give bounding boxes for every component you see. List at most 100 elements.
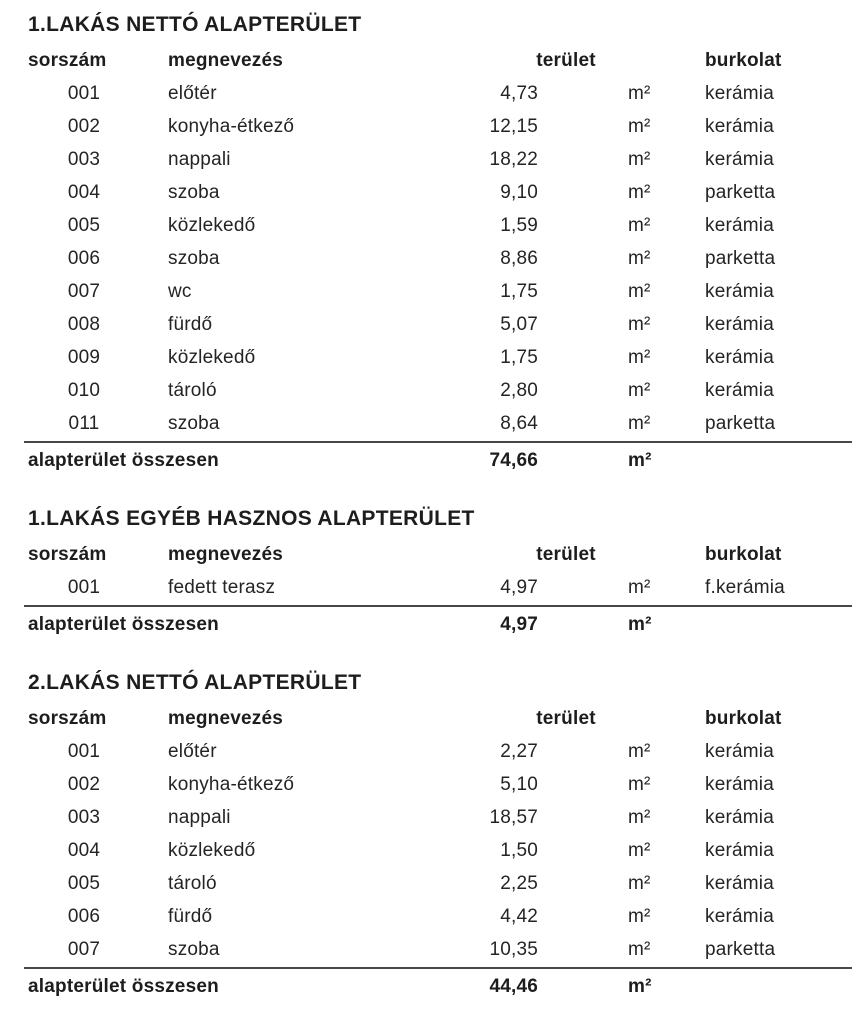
total-label: alapterület összesen	[28, 976, 219, 997]
cell-unit: m²	[628, 740, 651, 762]
cell-megnevezes: szoba	[168, 938, 220, 960]
table-row: 001 fedett terasz 4,97 m² f.kerámia	[0, 571, 865, 604]
table-header-row: sorszám megnevezés terület burkolat	[0, 702, 865, 735]
column-header-megnevezes: megnevezés	[168, 49, 284, 71]
total-area-value: 4,97	[500, 614, 538, 635]
column-header-burkolat: burkolat	[705, 49, 782, 71]
total-area-unit: m²	[628, 614, 652, 635]
cell-sorszam: 002	[67, 773, 101, 795]
total-divider-line	[24, 967, 852, 969]
cell-terulet: 2,25	[500, 872, 538, 894]
table-row: 001 előtér 2,27 m² kerámia	[0, 735, 865, 768]
area-table-section: 1.LAKÁS EGYÉB HASZNOS ALAPTERÜLET sorszá…	[0, 506, 865, 642]
table-header-row: sorszám megnevezés terület burkolat	[0, 538, 865, 571]
cell-megnevezes: előtér	[168, 740, 217, 762]
cell-terulet: 18,22	[489, 148, 538, 170]
table-row: 006 szoba 8,86 m² parketta	[0, 242, 865, 275]
table-body: 001 előtér 4,73 m² kerámia 002 konyha-ét…	[0, 77, 865, 440]
cell-burkolat: kerámia	[705, 905, 774, 927]
cell-burkolat: kerámia	[705, 280, 774, 302]
cell-megnevezes: nappali	[168, 806, 231, 828]
cell-burkolat: kerámia	[705, 82, 774, 104]
cell-sorszam: 002	[67, 115, 101, 137]
area-table-section: 1.LAKÁS NETTÓ ALAPTERÜLET sorszám megnev…	[0, 12, 865, 478]
cell-burkolat: kerámia	[705, 379, 774, 401]
cell-terulet: 8,86	[500, 247, 538, 269]
table-row: 011 szoba 8,64 m² parketta	[0, 407, 865, 440]
column-header-terulet: terület	[536, 707, 596, 729]
cell-terulet: 8,64	[500, 412, 538, 434]
cell-unit: m²	[628, 181, 651, 203]
table-total-row: alapterület összesen 44,46 m²	[0, 970, 865, 1004]
cell-sorszam: 006	[67, 247, 101, 269]
table-row: 002 konyha-étkező 5,10 m² kerámia	[0, 768, 865, 801]
cell-terulet: 2,80	[500, 379, 538, 401]
cell-megnevezes: közlekedő	[168, 214, 256, 236]
cell-sorszam: 007	[67, 938, 101, 960]
cell-burkolat: kerámia	[705, 313, 774, 335]
cell-sorszam: 005	[67, 872, 101, 894]
column-header-megnevezes: megnevezés	[168, 543, 284, 565]
area-table-section: 2.LAKÁS NETTÓ ALAPTERÜLET sorszám megnev…	[0, 670, 865, 1004]
cell-unit: m²	[628, 412, 651, 434]
cell-terulet: 12,15	[489, 115, 538, 137]
cell-sorszam: 001	[67, 82, 101, 104]
cell-unit: m²	[628, 872, 651, 894]
cell-burkolat: kerámia	[705, 148, 774, 170]
column-header-sorszam: sorszám	[28, 707, 107, 729]
cell-unit: m²	[628, 806, 651, 828]
table-row: 002 konyha-étkező 12,15 m² kerámia	[0, 110, 865, 143]
cell-sorszam: 004	[67, 181, 101, 203]
cell-sorszam: 007	[67, 280, 101, 302]
cell-terulet: 9,10	[500, 181, 538, 203]
column-header-burkolat: burkolat	[705, 707, 782, 729]
cell-terulet: 1,75	[500, 280, 538, 302]
cell-burkolat: parketta	[705, 412, 776, 434]
cell-megnevezes: közlekedő	[168, 346, 256, 368]
cell-burkolat: kerámia	[705, 740, 774, 762]
cell-unit: m²	[628, 938, 651, 960]
total-divider-line	[24, 605, 852, 607]
cell-terulet: 4,73	[500, 82, 538, 104]
cell-megnevezes: fedett terasz	[168, 576, 276, 598]
cell-sorszam: 010	[67, 379, 101, 401]
cell-megnevezes: szoba	[168, 247, 220, 269]
cell-burkolat: parketta	[705, 938, 776, 960]
cell-terulet: 18,57	[489, 806, 538, 828]
cell-unit: m²	[628, 247, 651, 269]
sections-container: 1.LAKÁS NETTÓ ALAPTERÜLET sorszám megnev…	[0, 12, 865, 1004]
cell-sorszam: 011	[68, 412, 100, 434]
table-body: 001 fedett terasz 4,97 m² f.kerámia	[0, 571, 865, 604]
cell-burkolat: kerámia	[705, 839, 774, 861]
total-area-unit: m²	[628, 976, 652, 997]
cell-burkolat: f.kerámia	[705, 576, 785, 598]
cell-burkolat: parketta	[705, 181, 776, 203]
total-label: alapterület összesen	[28, 614, 219, 635]
cell-burkolat: kerámia	[705, 115, 774, 137]
cell-megnevezes: konyha-étkező	[168, 115, 295, 137]
cell-terulet: 10,35	[489, 938, 538, 960]
cell-megnevezes: szoba	[168, 412, 220, 434]
table-row: 006 fürdő 4,42 m² kerámia	[0, 900, 865, 933]
cell-unit: m²	[628, 115, 651, 137]
cell-terulet: 1,50	[500, 839, 538, 861]
table-row: 009 közlekedő 1,75 m² kerámia	[0, 341, 865, 374]
cell-unit: m²	[628, 148, 651, 170]
cell-terulet: 2,27	[500, 740, 538, 762]
column-header-burkolat: burkolat	[705, 543, 782, 565]
cell-sorszam: 003	[67, 148, 101, 170]
cell-sorszam: 003	[67, 806, 101, 828]
table-header-row: sorszám megnevezés terület burkolat	[0, 44, 865, 77]
cell-unit: m²	[628, 379, 651, 401]
cell-burkolat: kerámia	[705, 214, 774, 236]
table-body: 001 előtér 2,27 m² kerámia 002 konyha-ét…	[0, 735, 865, 966]
cell-unit: m²	[628, 313, 651, 335]
cell-unit: m²	[628, 214, 651, 236]
cell-sorszam: 006	[67, 905, 101, 927]
cell-unit: m²	[628, 839, 651, 861]
section-title: 2.LAKÁS NETTÓ ALAPTERÜLET	[28, 671, 362, 694]
cell-burkolat: kerámia	[705, 872, 774, 894]
total-divider-line	[24, 441, 852, 443]
column-header-sorszam: sorszám	[28, 49, 107, 71]
cell-burkolat: kerámia	[705, 773, 774, 795]
